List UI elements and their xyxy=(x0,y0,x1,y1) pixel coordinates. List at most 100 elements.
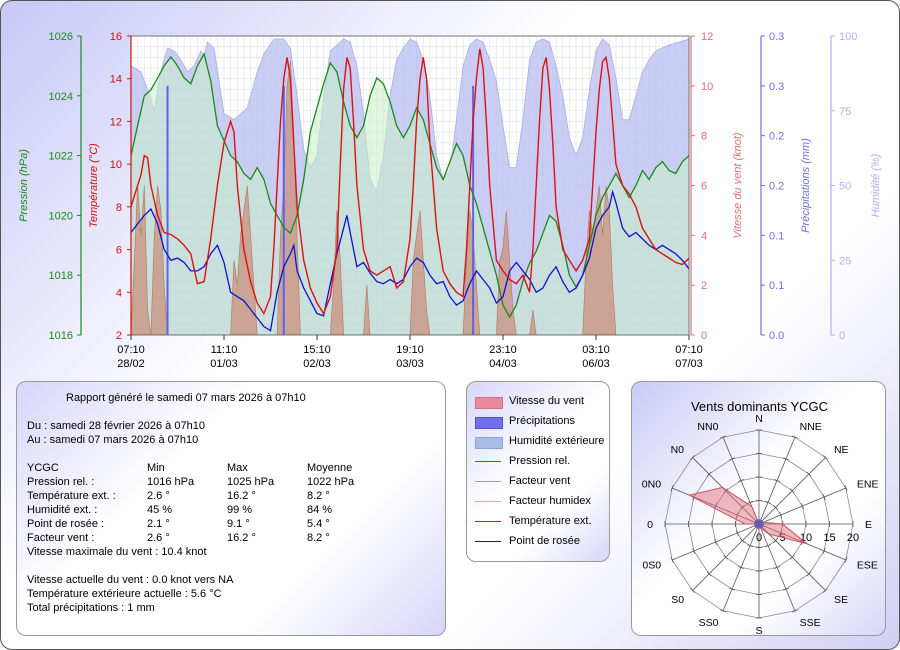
x-tick-date-label: 07/03 xyxy=(675,358,703,370)
humidity-tick-label: 50 xyxy=(839,181,851,193)
wind-rose-title: Vents dominants YCGC xyxy=(690,399,829,414)
temperature-tick-label: 16 xyxy=(110,31,122,43)
rose-tick xyxy=(806,571,812,577)
precip-tick-label: 0.0 xyxy=(769,330,784,342)
rose-tick xyxy=(792,435,798,439)
humidity-tick-label: 0 xyxy=(839,330,845,342)
pressure-tick-label: 1018 xyxy=(49,270,73,282)
report-row-avg: 1022 hPa xyxy=(307,476,355,488)
wind-tick-label: 12 xyxy=(701,31,713,43)
rose-tick xyxy=(844,557,848,563)
pressure-axis-title: Pression (hPa) xyxy=(18,149,30,222)
report-row-label: Pression rel. : xyxy=(27,476,95,488)
rose-direction-label: SSE xyxy=(800,617,821,629)
rose-direction-label: ENE xyxy=(857,478,879,490)
report-col-min: Min xyxy=(147,462,165,474)
wind-rose: NNNENEENEEESESESSESSS0S00S000N0N0NN00510… xyxy=(642,413,879,635)
precip-bar xyxy=(166,85,169,335)
legend-swatch xyxy=(475,417,503,429)
rose-direction-label: N0 xyxy=(671,444,685,456)
wind-tick-label: 2 xyxy=(701,280,707,292)
legend-label: Facteur humidex xyxy=(509,495,591,507)
pressure-tick-label: 1022 xyxy=(49,151,73,163)
precip-tick-label: 0.2 xyxy=(769,131,784,143)
legend-item-dewpoint: Point de rosée xyxy=(475,534,605,550)
legend-swatch xyxy=(475,437,503,449)
wind-rose-panel: Vents dominants YCGC N NNE NE ENE E ESE SE SSE S… xyxy=(631,381,886,636)
legend-item-wind: Vitesse du vent xyxy=(475,394,605,410)
rose-direction-label: 0N0 xyxy=(642,478,661,490)
rose-tick xyxy=(723,554,729,560)
x-tick-date-label: 04/03 xyxy=(489,358,517,370)
precip-bar xyxy=(282,85,285,335)
wind-tick-label: 6 xyxy=(701,181,707,193)
rose-tick xyxy=(706,571,712,577)
chart-legend: Vitesse du vent Précipitations Humidité … xyxy=(466,381,610,562)
pressure-area xyxy=(131,53,689,335)
report-row-label: Facteur vent : xyxy=(27,532,95,544)
rose-tick xyxy=(692,548,696,554)
x-tick-time-label: 07:10 xyxy=(117,344,145,356)
legend-label: Point de rosée xyxy=(509,535,580,547)
rose-tick xyxy=(738,565,744,569)
rose-tick xyxy=(670,557,674,563)
legend-label: Facteur vent xyxy=(509,475,571,487)
rose-tick xyxy=(690,588,695,593)
rose-tick xyxy=(720,435,726,439)
rose-direction-label: ESE xyxy=(857,560,878,572)
precip-tick-label: 0.3 xyxy=(769,81,784,93)
report-from: Du : samedi 28 février 2026 à 07h10 xyxy=(27,420,205,432)
x-tick-time-label: 07:10 xyxy=(675,344,703,356)
rose-tick xyxy=(773,504,779,510)
legend-swatch xyxy=(475,461,501,462)
x-tick-time-label: 19:10 xyxy=(396,344,424,356)
wind-tick-label: 10 xyxy=(701,81,713,93)
rose-tick xyxy=(739,538,745,544)
x-tick-date-label: 02/03 xyxy=(303,358,331,370)
precip-tick-label: 0.1 xyxy=(769,230,784,242)
report-panel: Rapport généré le samedi 07 mars 2026 à … xyxy=(16,381,446,636)
x-tick-date-label: 28/02 xyxy=(117,358,145,370)
rose-tick xyxy=(779,512,783,518)
report-col-avg: Moyenne xyxy=(307,462,353,474)
temperature-tick-label: 14 xyxy=(110,74,122,86)
rose-radial-label: 15 xyxy=(823,532,835,544)
wind-axis-title: Vitesse du vent (knot) xyxy=(732,132,744,239)
rose-tick xyxy=(822,548,826,554)
rose-direction-label: SE xyxy=(834,594,848,606)
rose-tick xyxy=(765,500,771,504)
report-row-max: 16.2 ° xyxy=(227,532,256,544)
report-row-label: Point de rosée : xyxy=(27,518,105,530)
rose-direction-label: S xyxy=(755,625,762,635)
wind-tick-label: 0 xyxy=(701,330,707,342)
wind-tick-label: 4 xyxy=(701,230,707,242)
legend-item-precip: Précipitations xyxy=(475,414,605,430)
legend-item-pressure: Pression rel. xyxy=(475,454,605,470)
temperature-tick-label: 8 xyxy=(116,202,122,214)
temperature-line xyxy=(131,48,689,316)
temperature-tick-label: 10 xyxy=(110,159,122,171)
report-row-min: 2.1 ° xyxy=(147,518,170,530)
report-row-avg: 5.4 ° xyxy=(307,518,330,530)
x-tick-time-label: 23:10 xyxy=(489,344,517,356)
precip-tick-label: 0.2 xyxy=(769,181,784,193)
report-station: YCGC xyxy=(27,462,59,474)
precip-tick-label: 0.1 xyxy=(769,280,784,292)
x-tick-time-label: 11:10 xyxy=(211,344,238,356)
rose-direction-label: E xyxy=(865,519,872,531)
legend-swatch xyxy=(475,521,501,522)
rose-tick xyxy=(844,485,848,491)
rose-tick xyxy=(806,471,812,477)
rose-tick xyxy=(773,538,779,544)
rose-tick xyxy=(800,503,804,509)
legend-label: Précipitations xyxy=(509,415,576,427)
rose-direction-label: NN0 xyxy=(697,421,718,433)
report-row-label: Température ext. : xyxy=(27,490,116,502)
rose-tick xyxy=(747,500,753,504)
pressure-tick-label: 1020 xyxy=(49,210,73,222)
rose-direction-label: 0S0 xyxy=(642,560,661,572)
humidity-tick-label: 75 xyxy=(839,106,851,118)
temperature-tick-label: 6 xyxy=(116,245,122,257)
rose-center xyxy=(754,519,764,529)
